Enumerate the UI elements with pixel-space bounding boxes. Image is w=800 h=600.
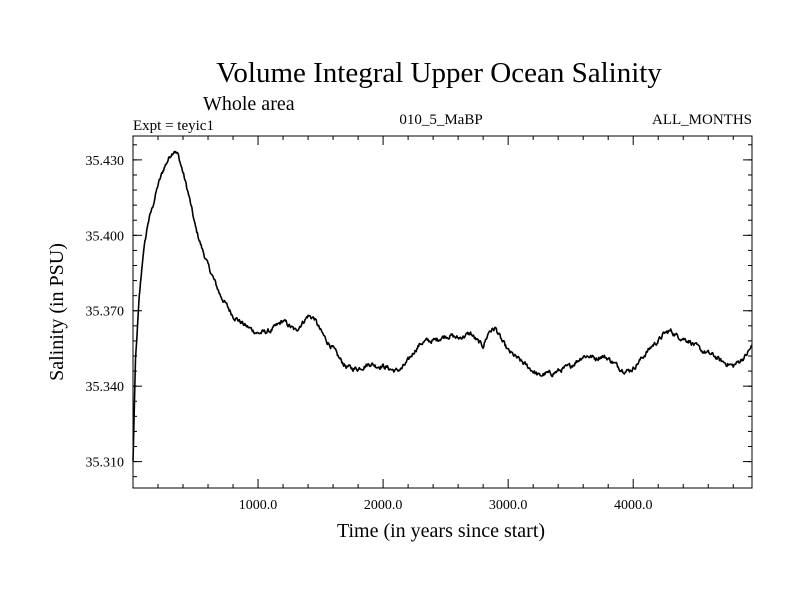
x-tick-label: 4000.0 bbox=[614, 498, 653, 513]
salinity-series-line bbox=[132, 150, 753, 462]
y-axis-label: Salinity (in PSU) bbox=[46, 243, 68, 381]
x-axis-label: Time (in years since start) bbox=[337, 520, 545, 542]
plot-frame bbox=[132, 135, 753, 489]
x-tick-label: 1000.0 bbox=[239, 498, 278, 513]
y-tick-label: 35.310 bbox=[86, 456, 125, 471]
x-tick-label: 2000.0 bbox=[364, 498, 403, 513]
y-tick-label: 35.370 bbox=[86, 305, 125, 320]
x-tick-label: 3000.0 bbox=[489, 498, 528, 513]
y-tick-label: 35.340 bbox=[86, 380, 125, 395]
y-axis: 35.310 35.340 35.370 35.400 35.430 bbox=[86, 144, 752, 478]
months-label: ALL_MONTHS bbox=[652, 112, 752, 128]
y-tick-label: 35.430 bbox=[86, 154, 125, 169]
period-label: 010_5_MaBP bbox=[399, 112, 482, 128]
chart-subtitle: Whole area bbox=[203, 93, 295, 115]
y-tick-label: 35.400 bbox=[86, 229, 125, 244]
x-axis: 1000.0 2000.0 3000.0 4000.0 bbox=[157, 136, 734, 513]
experiment-label: Expt = teyic1 bbox=[133, 118, 214, 134]
chart-title: Volume Integral Upper Ocean Salinity bbox=[216, 57, 662, 89]
